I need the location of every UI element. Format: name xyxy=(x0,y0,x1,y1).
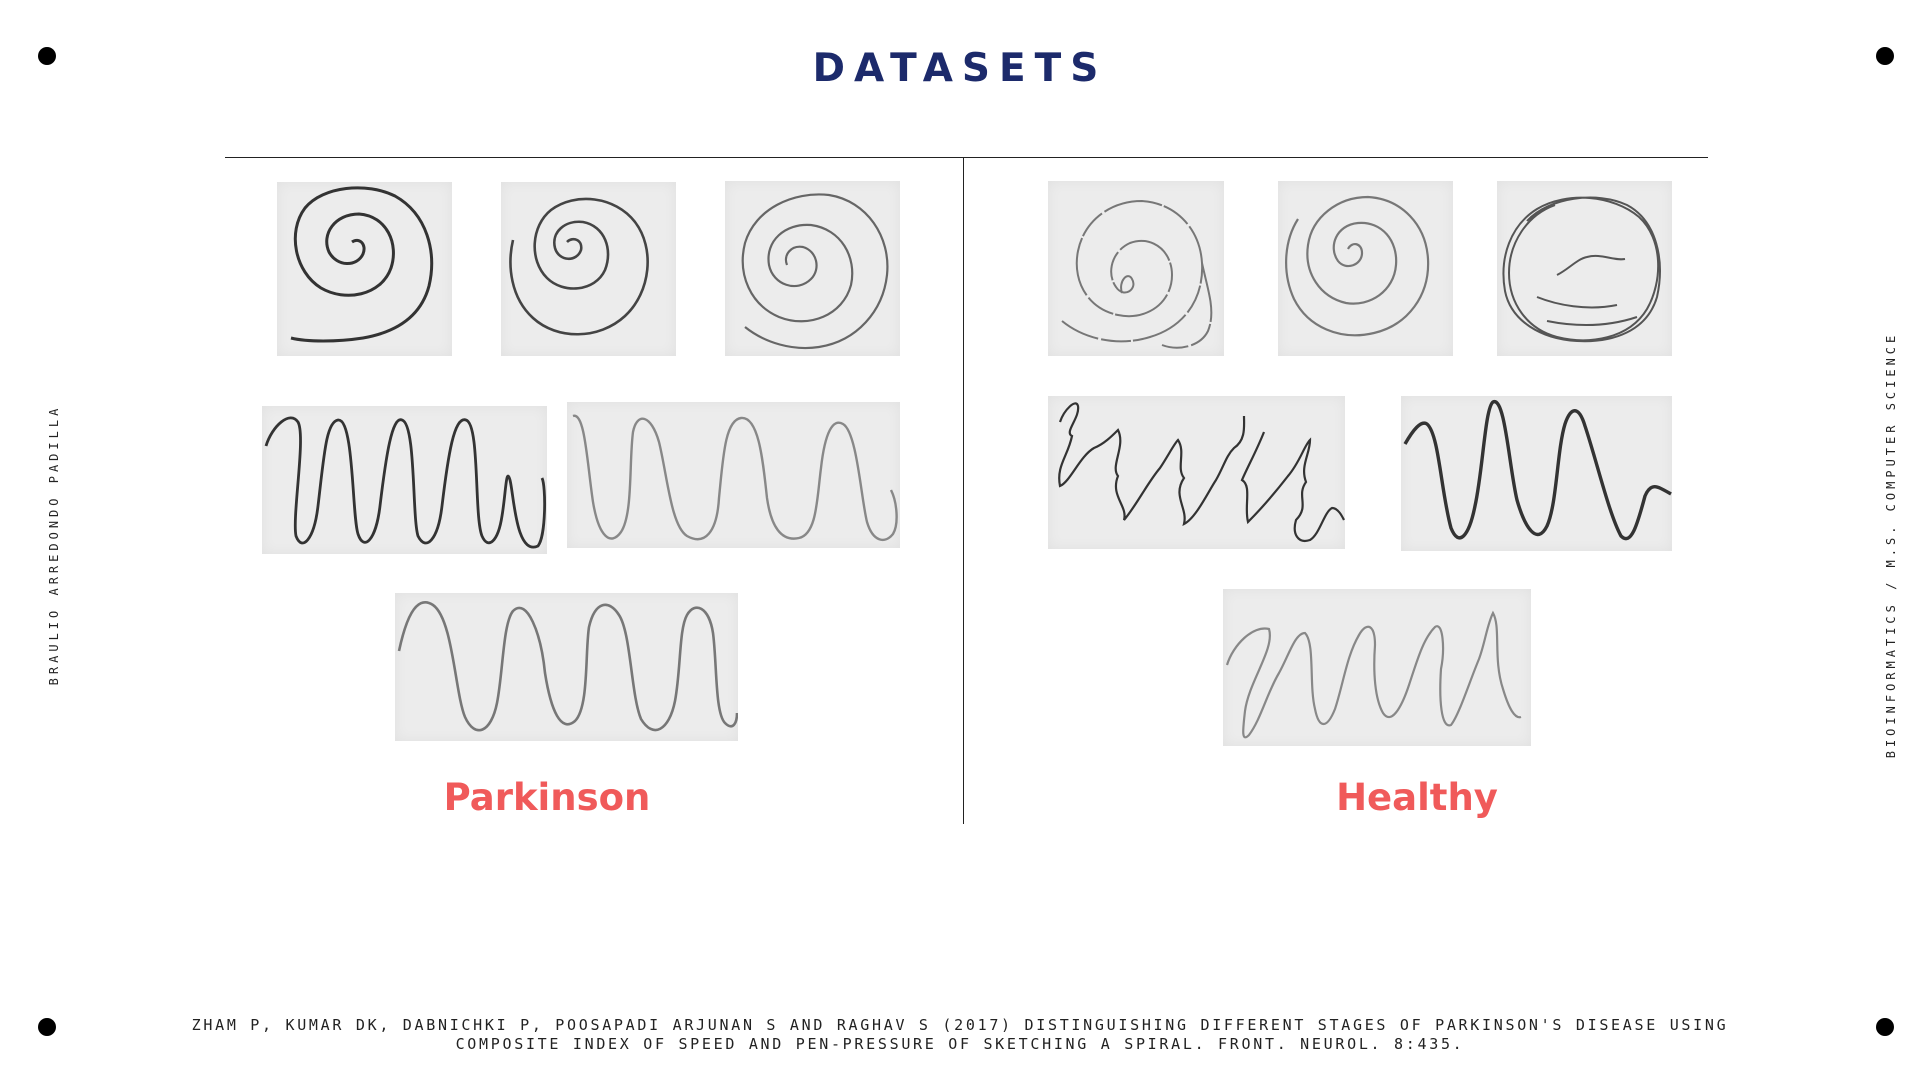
label-healthy: Healthy xyxy=(1336,776,1498,819)
parkinson-wave-2 xyxy=(567,402,900,548)
author-name: BRAULIO ARREDONDO PADILLA xyxy=(47,404,61,686)
healthy-spiral-1 xyxy=(1048,181,1224,356)
citation-line-1: Zham P, Kumar DK, Dabnichki P, Poosapadi… xyxy=(191,1016,1729,1034)
healthy-wave-1 xyxy=(1048,396,1345,549)
corner-dot-top-left xyxy=(38,47,56,65)
parkinson-wave-1 xyxy=(262,406,547,554)
vertical-divider xyxy=(963,158,964,824)
parkinson-spiral-3 xyxy=(725,181,900,356)
healthy-spiral-2 xyxy=(1278,181,1453,356)
label-parkinson: Parkinson xyxy=(443,776,651,819)
parkinson-spiral-2 xyxy=(501,182,676,356)
healthy-wave-2 xyxy=(1401,396,1672,551)
corner-dot-bottom-right xyxy=(1876,1018,1894,1036)
citation: Zham P, Kumar DK, Dabnichki P, Poosapadi… xyxy=(0,1016,1920,1054)
page-title: DATASETS xyxy=(812,46,1108,91)
healthy-wave-3 xyxy=(1223,589,1531,746)
parkinson-wave-3 xyxy=(395,593,738,741)
healthy-spiral-3 xyxy=(1497,181,1672,356)
program-name: BIOINFORMATICS / M.S. COMPUTER SCIENCE xyxy=(1884,331,1898,759)
corner-dot-bottom-left xyxy=(38,1018,56,1036)
horizontal-divider xyxy=(225,157,1708,158)
parkinson-spiral-1 xyxy=(277,182,452,356)
citation-line-2: Composite Index of Speed and Pen-Pressur… xyxy=(455,1035,1465,1053)
corner-dot-top-right xyxy=(1876,47,1894,65)
